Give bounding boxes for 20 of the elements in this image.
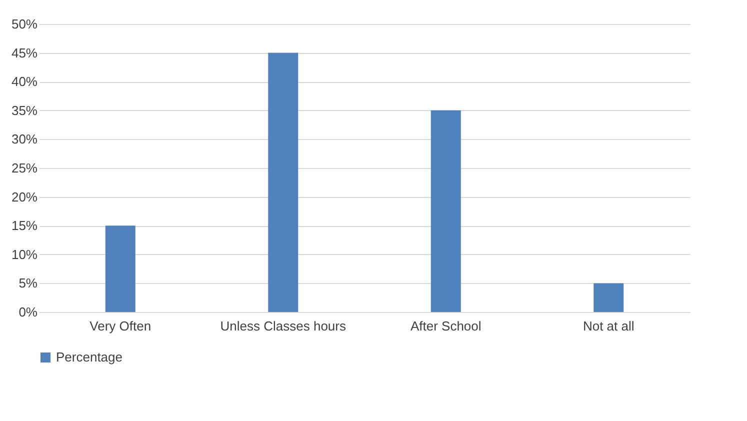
y-tick-label: 35% — [11, 102, 38, 118]
x-tick-label: Very Often — [90, 318, 152, 334]
x-tick-label: After School — [410, 318, 482, 334]
y-tick-label: 10% — [11, 246, 38, 262]
y-tick-label: 45% — [11, 45, 38, 60]
y-tick-label: 40% — [11, 74, 38, 90]
x-tick-label: Unless Classes hours — [220, 318, 346, 334]
bar — [594, 283, 624, 312]
bar — [105, 226, 136, 312]
y-tick-label: 0% — [18, 304, 38, 320]
y-tick-label: 50% — [11, 16, 38, 32]
y-tick-label: 15% — [11, 218, 38, 234]
y-tick-label: 5% — [18, 276, 38, 291]
legend-label: Percentage — [56, 350, 122, 364]
bar — [268, 52, 298, 312]
bar — [430, 110, 461, 312]
y-tick-label: 30% — [11, 132, 38, 147]
y-tick-label: 20% — [11, 189, 38, 204]
x-tick-label: Not at all — [582, 318, 634, 334]
y-tick-label: 25% — [11, 160, 38, 176]
